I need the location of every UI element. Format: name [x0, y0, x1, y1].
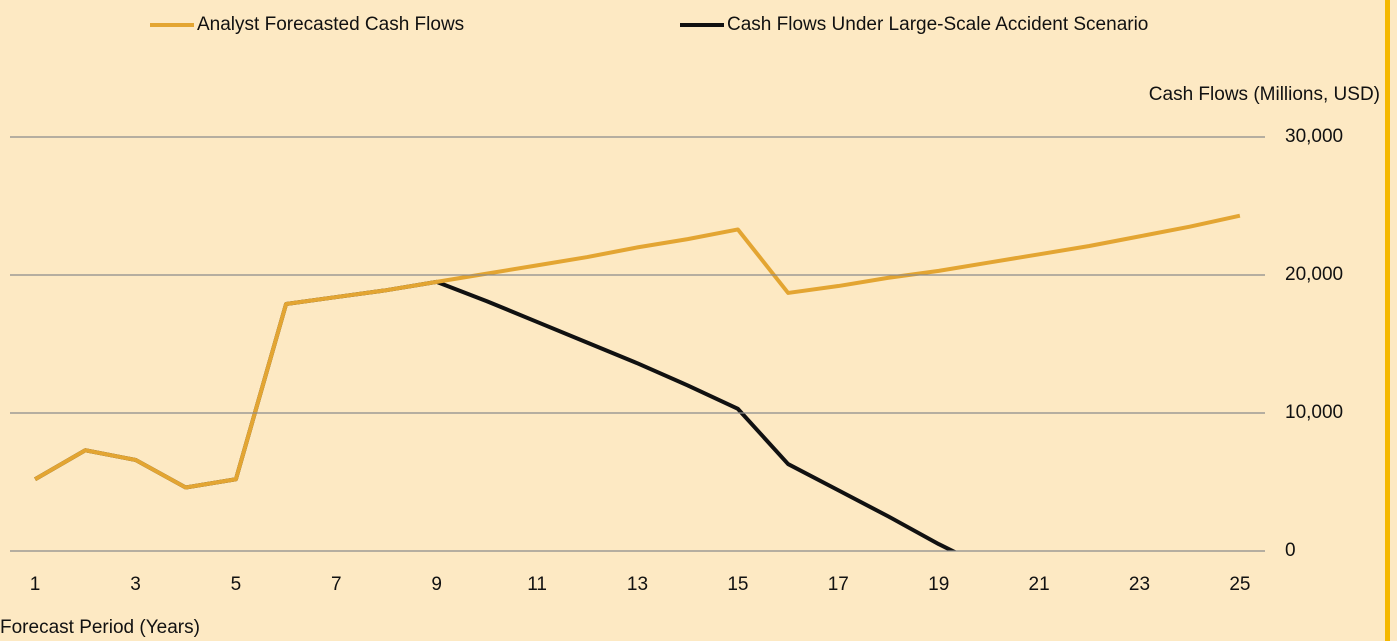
side-strip — [1385, 0, 1390, 641]
x-tick-label: 25 — [1229, 574, 1250, 595]
series-line — [34, 279, 958, 551]
y-tick-label: 30,000 — [1285, 126, 1343, 147]
y-tick-label: 10,000 — [1285, 402, 1343, 423]
x-tick-label: 9 — [431, 574, 442, 595]
x-tick-label: 23 — [1129, 574, 1150, 595]
x-tick-label: 21 — [1029, 574, 1050, 595]
x-tick-label: 11 — [527, 574, 547, 595]
legend-label: Cash Flows Under Large-Scale Accident Sc… — [727, 14, 1148, 35]
y-axis-title: Cash Flows (Millions, USD) — [1149, 84, 1380, 105]
x-tick-label: 17 — [828, 574, 849, 595]
x-tick-label: 19 — [928, 574, 949, 595]
x-tick-label: 13 — [627, 574, 648, 595]
x-tick-label: 5 — [231, 574, 242, 595]
x-axis-title: Forecast Period (Years) — [0, 617, 200, 638]
y-tick-label: 20,000 — [1285, 264, 1343, 285]
x-tick-label: 1 — [30, 574, 41, 595]
plot-area — [34, 213, 1241, 551]
x-tick-label: 3 — [130, 574, 141, 595]
x-tick-label: 7 — [331, 574, 342, 595]
legend-label: Analyst Forecasted Cash Flows — [197, 14, 464, 35]
x-tick-label: 15 — [727, 574, 748, 595]
y-tick-label: 0 — [1285, 540, 1296, 561]
series-line — [34, 213, 1241, 490]
